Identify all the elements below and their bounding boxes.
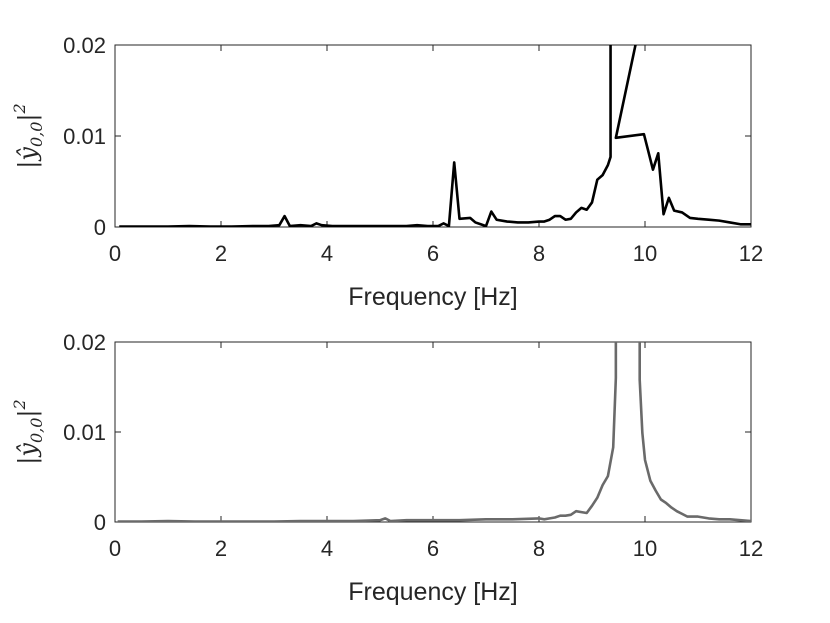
- x-tick-label: 2: [215, 241, 227, 266]
- y-tick-label: 0: [94, 510, 106, 535]
- subplot-1: 0 2 4 6 8 10 12 0 0.01 0.02 Frequency [Hz] |ŷ0,0|2: [10, 33, 763, 311]
- x-tick-label: 4: [321, 536, 333, 561]
- y-tick-label: 0.02: [63, 33, 106, 58]
- x-tick-label: 0: [109, 241, 121, 266]
- x-tick-label: 10: [633, 241, 657, 266]
- y-tick-label: 0.01: [63, 124, 106, 149]
- y-axis-label: |ŷ0,0|2: [10, 103, 46, 168]
- x-tick-label: 10: [633, 536, 657, 561]
- y-tick-label: 0.01: [63, 420, 106, 445]
- y-axis-label: |ŷ0,0|2: [10, 399, 46, 464]
- x-tick-label: 12: [739, 536, 763, 561]
- series-line: [119, 45, 751, 227]
- y-tick-label: 0.02: [63, 330, 106, 355]
- axes-box: [114, 44, 752, 228]
- series-line: [117, 342, 751, 522]
- x-tick-label: 8: [533, 241, 545, 266]
- x-axis-label: Frequency [Hz]: [348, 283, 518, 311]
- y-tick-label: 0: [94, 215, 106, 240]
- x-tick-label: 4: [321, 241, 333, 266]
- x-tick-label: 2: [215, 536, 227, 561]
- x-tick-label: 6: [427, 241, 439, 266]
- x-tick-label: 12: [739, 241, 763, 266]
- subplot-2: 0 2 4 6 8 10 12 0 0.01 0.02 Frequency [Hz] |ŷ0,0|2: [10, 330, 763, 606]
- x-tick-label: 6: [427, 536, 439, 561]
- x-tick-label: 0: [109, 536, 121, 561]
- axes-box: [114, 341, 752, 523]
- x-tick-label: 8: [533, 536, 545, 561]
- x-axis-label: Frequency [Hz]: [348, 578, 518, 606]
